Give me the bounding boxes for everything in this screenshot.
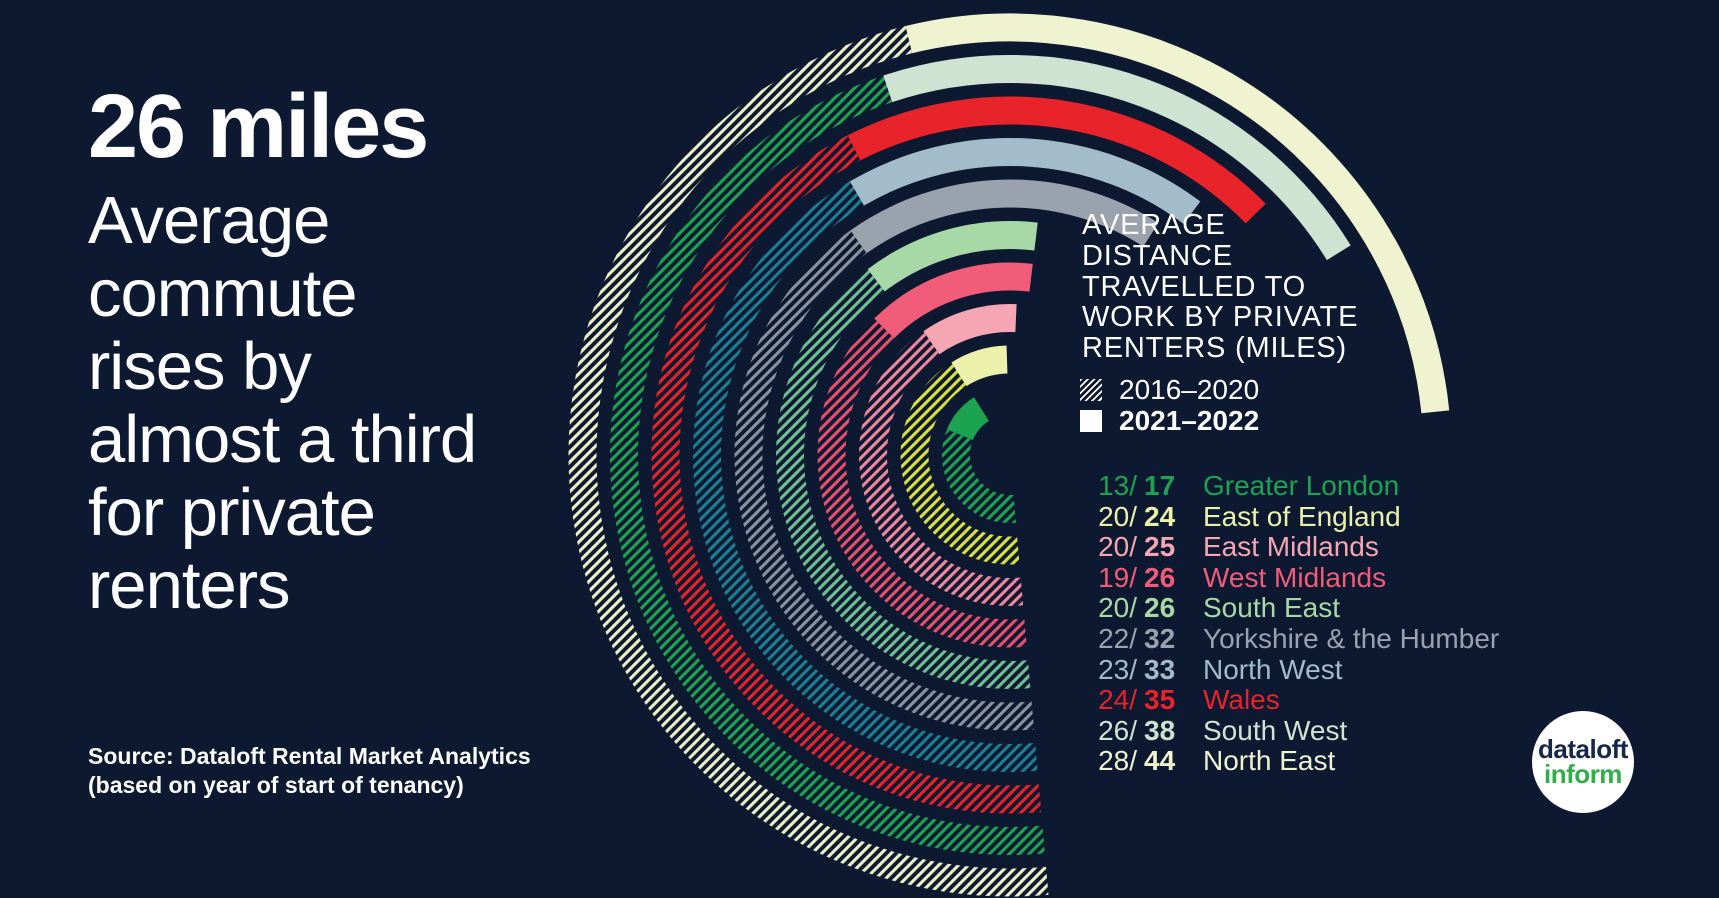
ring-solid-7: [847, 96, 1266, 224]
value-2016-2020: 24/: [1098, 684, 1137, 716]
value-2021-2022: 24: [1144, 500, 1176, 532]
region-row: 20/24 East of England: [1080, 500, 1499, 533]
region-row: 20/25 East Midlands: [1080, 532, 1499, 563]
region-row: 26/38 South West: [1080, 714, 1499, 747]
chart-title-line: TRAVELLED TO: [1082, 270, 1306, 303]
subtitle-line: rises by: [88, 329, 312, 404]
region-row: 19/26 West Midlands: [1080, 561, 1499, 594]
region-row: 24/35 Wales: [1080, 685, 1499, 716]
chart-title-line: DISTANCE: [1082, 239, 1233, 272]
region-row: 20/26 South East: [1080, 593, 1499, 624]
value-2016-2020: 20/: [1098, 500, 1137, 532]
ring-hatch-2: [859, 331, 1024, 606]
value-2021-2022: 17: [1144, 470, 1176, 501]
ring-hatch-4: [776, 269, 1031, 689]
headline-block: 26 miles Average commute rises by almost…: [88, 74, 477, 623]
value-2016-2020: 26/: [1098, 714, 1137, 746]
subtitle-line: for private: [88, 475, 376, 550]
value-2016-2020: 23/: [1098, 653, 1137, 685]
ring-group: [568, 13, 1450, 897]
region-name: West Midlands: [1203, 561, 1387, 593]
source-line: (based on year of start of tenancy): [88, 772, 464, 798]
ring-hatch-8: [610, 75, 1045, 855]
subtitle-line: almost a third: [88, 402, 477, 477]
source-note: Source: Dataloft Rental Market Analytics…: [88, 742, 531, 800]
legend-row-2016-2020: 2016–2020: [1080, 374, 1259, 406]
subtitle-line: renters: [88, 548, 291, 623]
subtitle-line: commute: [88, 256, 358, 331]
region-name: Greater London: [1203, 470, 1400, 501]
legend-label: 2021–2022: [1119, 405, 1260, 437]
headline-stat: 26 miles: [88, 77, 429, 177]
headline-subtitle: Average commute rises by almost a third …: [88, 183, 477, 623]
value-2021-2022: 26: [1144, 561, 1176, 593]
legend-label: 2016–2020: [1119, 373, 1260, 405]
solid-swatch-icon: [1080, 410, 1102, 433]
value-2021-2022: 35: [1144, 684, 1176, 716]
value-2021-2022: 25: [1144, 531, 1176, 563]
region-list: 13/17 Greater London 20/24 East of England 2…: [1080, 470, 1500, 777]
region-name: East of England: [1203, 500, 1401, 532]
legend-row-2021-2022: 2021–2022: [1080, 405, 1260, 438]
region-name: South West: [1203, 714, 1348, 746]
ring-hatch-0: [942, 429, 1016, 523]
value-2021-2022: 38: [1144, 714, 1176, 746]
value-2016-2020: 20/: [1098, 531, 1137, 563]
value-2016-2020: 19/: [1098, 561, 1137, 593]
logo-line2: inform: [1544, 759, 1622, 789]
ring-solid-1: [951, 345, 1008, 387]
chart-title-line: RENTERS (MILES): [1082, 332, 1347, 365]
ring-solid-6: [849, 138, 1201, 224]
source-line: Source: Dataloft Rental Market Analytics: [88, 743, 531, 769]
ring-solid-2: [923, 304, 1017, 355]
region-row: 28/44 North East: [1080, 746, 1499, 777]
region-name: Wales: [1203, 684, 1280, 716]
ring-solid-3: [874, 262, 1033, 339]
chart-legend: 2016–2020 2021–2022: [1080, 374, 1259, 437]
ring-solid-0: [946, 397, 990, 441]
value-2021-2022: 33: [1144, 653, 1176, 685]
ring-hatch-7: [651, 135, 1042, 814]
region-name: East Midlands: [1203, 531, 1379, 563]
chart-title-line: WORK BY PRIVATE: [1082, 301, 1359, 334]
ring-solid-5: [850, 179, 1159, 254]
region-row: 22/32 Yorkshire & the Humber: [1080, 622, 1500, 655]
dataloft-inform-logo: dataloft inform: [1532, 711, 1634, 813]
value-2016-2020: 22/: [1098, 622, 1137, 654]
value-2016-2020: 28/: [1098, 745, 1137, 777]
value-2021-2022: 44: [1144, 745, 1176, 777]
region-name: North West: [1203, 653, 1343, 685]
chart-title-line: AVERAGE: [1082, 209, 1226, 241]
ring-hatch-9: [568, 26, 1049, 897]
ring-hatch-1: [900, 362, 1020, 565]
value-2016-2020: 20/: [1098, 592, 1137, 624]
logo-line1: dataloft: [1538, 734, 1628, 764]
region-row: 23/33 North West: [1080, 653, 1499, 686]
ring-solid-4: [867, 221, 1038, 292]
ring-hatch-3: [817, 318, 1027, 648]
hatched-swatch-icon: [1080, 378, 1102, 401]
ring-solid-9: [905, 13, 1450, 414]
region-name: North East: [1203, 745, 1336, 777]
region-row: 13/17 Greater London: [1080, 470, 1499, 502]
subtitle-line: Average: [88, 183, 330, 258]
value-2021-2022: 26: [1144, 592, 1176, 624]
value-2021-2022: 32: [1144, 622, 1176, 654]
ring-hatch-5: [734, 230, 1034, 731]
region-name: South East: [1203, 592, 1340, 624]
value-2016-2020: 13/: [1098, 470, 1137, 501]
ring-hatch-6: [692, 181, 1038, 772]
chart-title: AVERAGE DISTANCE TRAVELLED TO WORK BY PR…: [1082, 210, 1358, 364]
ring-solid-8: [883, 55, 1351, 261]
region-name: Yorkshire & the Humber: [1203, 622, 1500, 654]
